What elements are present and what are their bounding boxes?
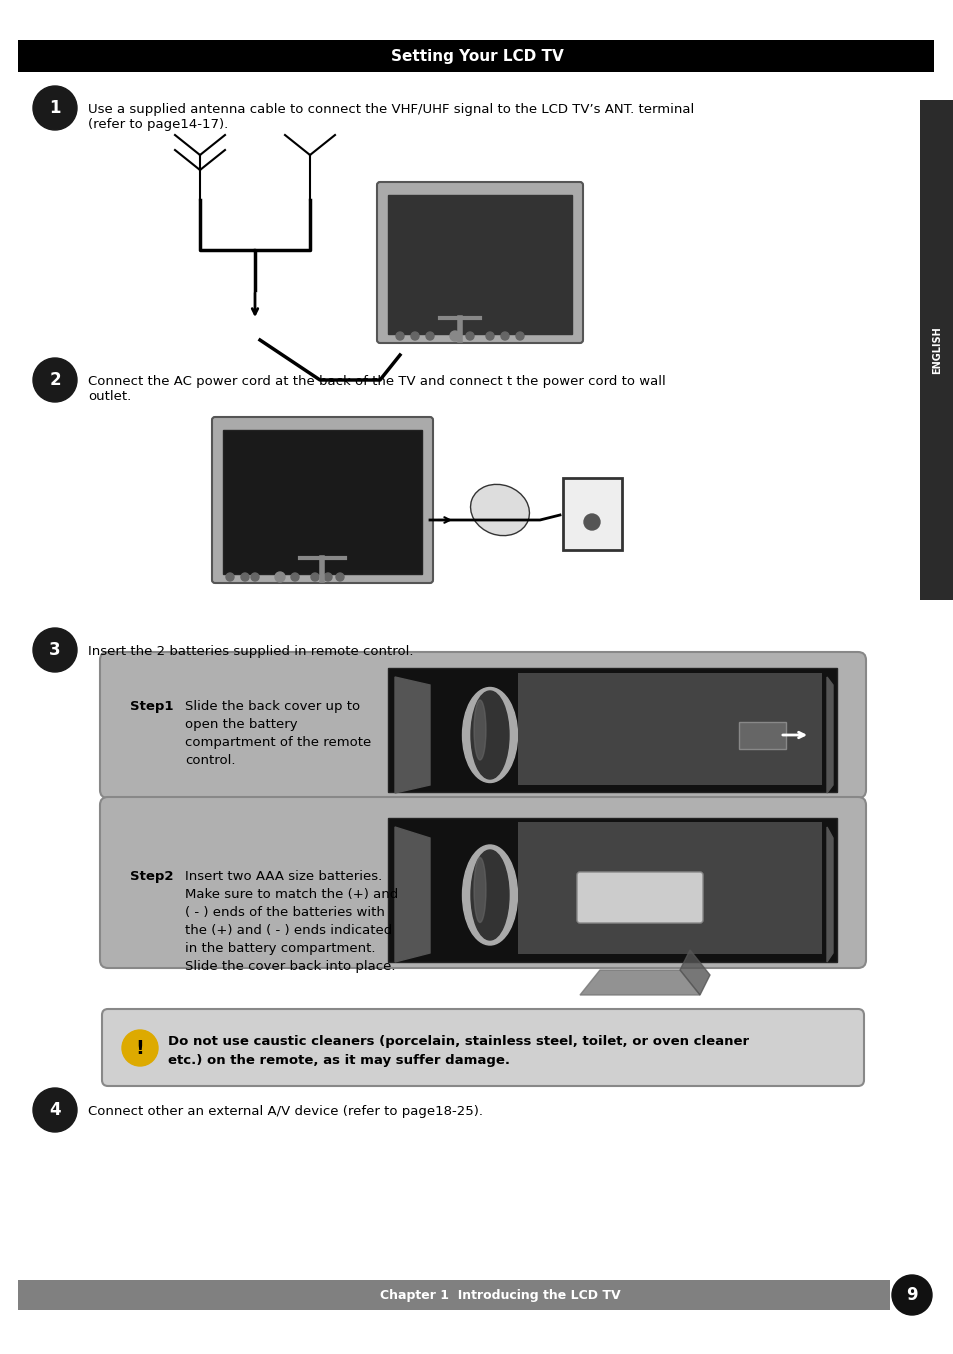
Text: Slide the back cover up to
open the battery
compartment of the remote
control.: Slide the back cover up to open the batt… [185, 700, 371, 766]
FancyBboxPatch shape [577, 872, 702, 923]
Polygon shape [395, 827, 430, 961]
Polygon shape [679, 951, 709, 995]
Text: Step2: Step2 [130, 871, 173, 883]
Circle shape [122, 1030, 158, 1066]
FancyBboxPatch shape [18, 1280, 889, 1311]
FancyBboxPatch shape [100, 798, 865, 968]
Circle shape [395, 332, 403, 340]
Circle shape [324, 573, 332, 581]
Polygon shape [395, 677, 430, 793]
Text: Connect the AC power cord at the back of the TV and connect t the power cord to : Connect the AC power cord at the back of… [88, 375, 665, 403]
FancyBboxPatch shape [102, 1009, 863, 1086]
Circle shape [33, 1089, 77, 1132]
Circle shape [33, 628, 77, 672]
FancyBboxPatch shape [223, 431, 421, 574]
Ellipse shape [474, 700, 485, 760]
Circle shape [241, 573, 249, 581]
FancyBboxPatch shape [517, 822, 821, 955]
FancyBboxPatch shape [919, 100, 953, 600]
Circle shape [335, 573, 344, 581]
Ellipse shape [470, 485, 529, 536]
Circle shape [274, 571, 285, 582]
Text: Insert two AAA size batteries.
Make sure to match the (+) and
( - ) ends of the : Insert two AAA size batteries. Make sure… [185, 871, 397, 974]
Circle shape [226, 573, 233, 581]
Ellipse shape [471, 691, 509, 779]
Text: 3: 3 [50, 640, 61, 659]
FancyBboxPatch shape [212, 417, 433, 584]
Text: 4: 4 [50, 1101, 61, 1118]
FancyBboxPatch shape [517, 673, 821, 785]
Text: Insert the 2 batteries supplied in remote control.: Insert the 2 batteries supplied in remot… [88, 645, 413, 658]
Circle shape [891, 1275, 931, 1315]
Ellipse shape [462, 688, 517, 783]
Text: 9: 9 [905, 1286, 917, 1304]
Ellipse shape [462, 845, 517, 945]
Circle shape [291, 573, 298, 581]
FancyBboxPatch shape [388, 668, 836, 792]
FancyBboxPatch shape [739, 722, 785, 749]
Polygon shape [826, 827, 832, 961]
Circle shape [411, 332, 418, 340]
FancyBboxPatch shape [388, 195, 572, 334]
Circle shape [516, 332, 523, 340]
Text: Chapter 1  Introducing the LCD TV: Chapter 1 Introducing the LCD TV [379, 1289, 619, 1301]
Text: Use a supplied antenna cable to connect the VHF/UHF signal to the LCD TV’s ANT. : Use a supplied antenna cable to connect … [88, 103, 694, 131]
Text: Step1: Step1 [130, 700, 173, 714]
FancyBboxPatch shape [388, 818, 836, 961]
FancyBboxPatch shape [18, 41, 933, 72]
FancyBboxPatch shape [376, 181, 582, 343]
Circle shape [311, 573, 318, 581]
Circle shape [33, 357, 77, 402]
Text: Do not use caustic cleaners (porcelain, stainless steel, toilet, or oven cleaner: Do not use caustic cleaners (porcelain, … [168, 1034, 748, 1067]
FancyBboxPatch shape [100, 653, 865, 798]
Ellipse shape [471, 850, 509, 940]
Text: Setting Your LCD TV: Setting Your LCD TV [390, 49, 563, 64]
Text: 2: 2 [50, 371, 61, 389]
Polygon shape [826, 677, 832, 793]
Circle shape [583, 515, 599, 529]
Circle shape [426, 332, 434, 340]
FancyBboxPatch shape [562, 478, 621, 550]
Text: !: ! [135, 1039, 144, 1057]
Text: ENGLISH: ENGLISH [931, 326, 941, 374]
Ellipse shape [474, 857, 485, 922]
Text: 1: 1 [50, 99, 61, 116]
Circle shape [251, 573, 258, 581]
Circle shape [465, 332, 474, 340]
Circle shape [485, 332, 494, 340]
Polygon shape [579, 969, 700, 995]
Circle shape [450, 330, 459, 341]
Circle shape [33, 87, 77, 130]
Text: Connect other an external A/V device (refer to page18-25).: Connect other an external A/V device (re… [88, 1105, 482, 1118]
Circle shape [500, 332, 509, 340]
